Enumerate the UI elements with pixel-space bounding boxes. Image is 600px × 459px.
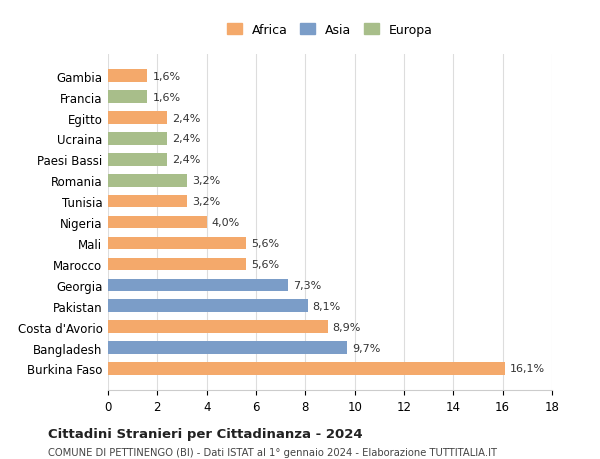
Bar [108,154,167,166]
Bar [108,70,148,83]
Bar [108,258,246,271]
Text: 8,9%: 8,9% [332,322,361,332]
Text: 8,1%: 8,1% [313,301,341,311]
Text: 4,0%: 4,0% [212,218,240,228]
Text: 1,6%: 1,6% [152,92,181,102]
Text: 5,6%: 5,6% [251,259,279,269]
Text: 2,4%: 2,4% [172,134,200,144]
Text: 3,2%: 3,2% [192,197,220,207]
Legend: Africa, Asia, Europa: Africa, Asia, Europa [221,18,439,43]
Bar [108,196,187,208]
Bar [108,174,187,187]
Text: 1,6%: 1,6% [152,72,181,82]
Text: 9,7%: 9,7% [352,343,380,353]
Text: COMUNE DI PETTINENGO (BI) - Dati ISTAT al 1° gennaio 2024 - Elaborazione TUTTITA: COMUNE DI PETTINENGO (BI) - Dati ISTAT a… [48,448,497,458]
Bar [108,133,167,146]
Bar [108,300,308,312]
Bar [108,112,167,124]
Bar [108,321,328,333]
Text: 7,3%: 7,3% [293,280,321,290]
Text: 16,1%: 16,1% [510,364,545,374]
Bar [108,91,148,104]
Text: 2,4%: 2,4% [172,113,200,123]
Bar [108,363,505,375]
Bar [108,216,206,229]
Text: 2,4%: 2,4% [172,155,200,165]
Text: 3,2%: 3,2% [192,176,220,186]
Text: 5,6%: 5,6% [251,239,279,248]
Bar [108,341,347,354]
Bar [108,279,288,291]
Bar [108,237,246,250]
Text: Cittadini Stranieri per Cittadinanza - 2024: Cittadini Stranieri per Cittadinanza - 2… [48,427,362,440]
